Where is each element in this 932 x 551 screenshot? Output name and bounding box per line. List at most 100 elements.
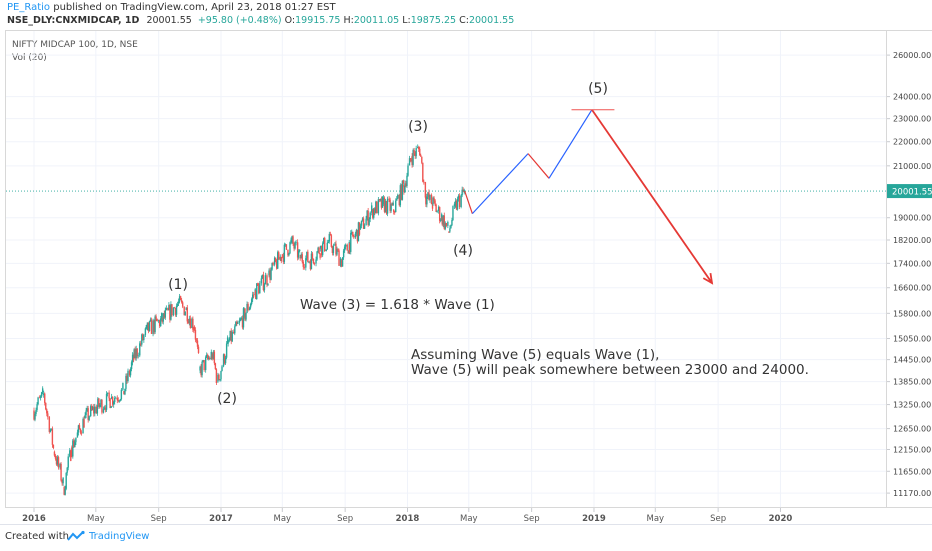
candle-body: [96, 406, 99, 414]
candle-body: [229, 330, 231, 341]
candle-body: [195, 339, 198, 341]
candle-body: [287, 249, 289, 256]
candle-body: [335, 243, 337, 255]
candle-body: [165, 308, 168, 310]
candle-body: [295, 242, 297, 244]
candle-body: [241, 318, 244, 328]
last-price: 20001.55: [146, 15, 192, 26]
candle-body: [407, 165, 409, 176]
candle-body: [65, 472, 67, 489]
candle-body: [382, 197, 385, 205]
open-value: 19915.75: [295, 15, 341, 26]
candle-body: [48, 416, 51, 432]
candle-body: [437, 207, 440, 211]
candle-body: [269, 270, 271, 280]
candle-body: [220, 371, 222, 380]
candle-body: [439, 220, 442, 221]
candle-body: [185, 307, 187, 311]
tradingview-brand-link[interactable]: TradingView: [89, 531, 150, 542]
candle-body: [324, 237, 326, 251]
candle-body: [293, 243, 295, 249]
annotation-text: Wave (3) = 1.618 * Wave (1): [300, 297, 495, 313]
candle-body: [240, 318, 243, 320]
candle-body: [318, 247, 320, 254]
candle-body: [372, 209, 374, 218]
candle-body: [270, 269, 272, 280]
plot-area[interactable]: [5, 30, 887, 508]
candle-body: [428, 192, 430, 200]
candle-body: [339, 258, 342, 266]
candle-body: [238, 320, 241, 323]
candle-body: [60, 463, 62, 481]
candle-body: [242, 308, 245, 328]
candle-body: [340, 260, 343, 267]
time-tick-label: Sep: [151, 514, 167, 524]
candle-body: [221, 366, 223, 372]
candle-body: [100, 399, 102, 405]
candle-body: [417, 147, 419, 149]
series-legend-title[interactable]: NIFTY MIDCAP 100, 1D, NSE: [12, 40, 138, 50]
candle-body: [40, 392, 43, 397]
candle-body: [99, 404, 101, 407]
candle-body: [192, 318, 194, 330]
candle-body: [257, 283, 259, 286]
candle-body: [204, 357, 207, 371]
projection-segment: [464, 190, 473, 214]
candle-body: [199, 366, 201, 371]
candle-body: [114, 398, 116, 402]
candle-body: [411, 156, 413, 165]
candle-body: [334, 243, 336, 246]
candle-body: [63, 487, 65, 495]
candle-body: [181, 302, 184, 307]
candle-body: [174, 307, 177, 315]
candle-body: [396, 198, 398, 201]
candle-body: [37, 397, 39, 405]
candle-body: [299, 257, 301, 259]
candle-body: [281, 254, 284, 256]
candle-body: [197, 346, 200, 353]
candle-body: [213, 351, 216, 364]
author-link[interactable]: PE_Ratio: [7, 2, 51, 13]
price-tick-label: 11170.00: [893, 489, 931, 498]
candle-body: [378, 199, 381, 201]
candle-body: [142, 334, 144, 341]
candle-body: [90, 406, 92, 417]
price-tick-label: 13850.00: [893, 378, 931, 387]
candle-body: [386, 198, 389, 214]
candle-body: [84, 415, 86, 419]
tradingview-logo-icon[interactable]: [67, 530, 85, 544]
candle-body: [337, 249, 339, 251]
candle-body: [350, 232, 352, 252]
candle-body: [205, 354, 208, 358]
candle-body: [200, 366, 202, 376]
candle-body: [355, 229, 358, 234]
candle-body: [426, 196, 428, 205]
time-tick-label: May: [647, 514, 665, 524]
candle-body: [95, 406, 98, 414]
volume-legend[interactable]: Vol (20): [12, 53, 47, 63]
candle-body: [433, 197, 435, 201]
candle-body: [109, 398, 111, 409]
last-price-label: 20001.55: [892, 188, 932, 198]
open-label: O:: [284, 15, 296, 26]
candle-body: [445, 222, 448, 226]
candle-body: [150, 319, 153, 334]
candle-body: [83, 418, 85, 428]
candle-body: [256, 283, 258, 300]
candle-body: [380, 198, 383, 208]
candle-body: [207, 354, 209, 359]
candle-body: [54, 455, 57, 459]
symbol-label[interactable]: NSE_DLY:CNXMIDCAP, 1D: [7, 15, 140, 26]
candle-body: [388, 198, 390, 200]
candle-body: [342, 250, 345, 258]
low-label: L:: [402, 15, 411, 26]
candle-body: [344, 244, 347, 247]
candle-body: [298, 249, 301, 251]
price-scale[interactable]: [887, 30, 932, 508]
candle-body: [92, 407, 94, 410]
candle-body: [308, 261, 310, 263]
candle-body: [458, 195, 461, 208]
candle-body: [67, 456, 69, 468]
time-tick-label: 2017: [209, 514, 233, 524]
publication-line: PE_Ratio published on TradingView.com, A…: [7, 2, 336, 13]
